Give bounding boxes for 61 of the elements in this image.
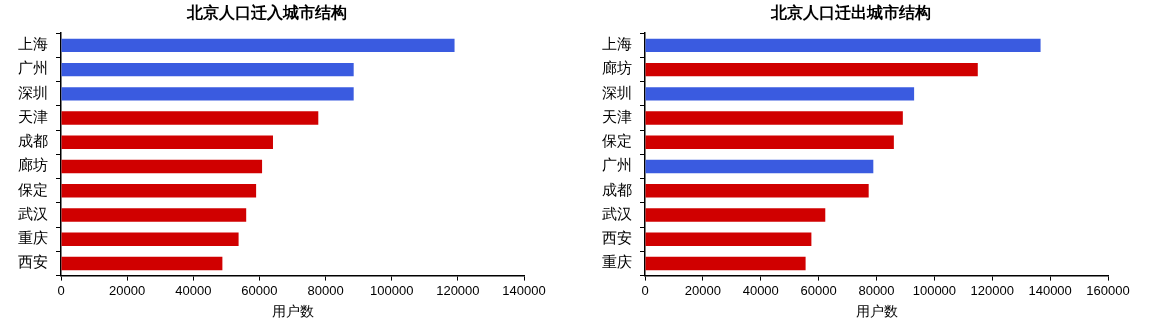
bar <box>645 256 806 271</box>
y-tick-label: 廊坊 <box>602 60 632 77</box>
bar <box>645 87 915 101</box>
chart-title: 北京人口迁出城市结构 <box>770 3 931 21</box>
x-tick-label: 0 <box>641 282 649 298</box>
y-tick-label: 重庆 <box>602 254 632 271</box>
y-tick-label: 天津 <box>18 108 48 125</box>
x-tick-label: 120000 <box>436 282 480 298</box>
y-tick-label: 深圳 <box>602 84 632 101</box>
x-tick-label: 120000 <box>970 282 1014 298</box>
bar <box>645 208 826 222</box>
bar <box>645 111 903 125</box>
bar <box>645 62 978 77</box>
y-tick-label: 成都 <box>18 133 48 150</box>
bar <box>61 87 354 101</box>
x-tick-label: 100000 <box>912 282 957 298</box>
x-tick-label: 140000 <box>502 282 546 298</box>
bar <box>61 184 257 198</box>
x-tick-label: 60000 <box>800 282 837 298</box>
y-tick-label: 成都 <box>602 181 632 198</box>
y-tick-label: 武汉 <box>602 205 632 222</box>
y-tick-label: 廊坊 <box>18 157 48 174</box>
x-tick-label: 40000 <box>175 282 212 298</box>
bar <box>61 256 223 271</box>
y-tick-label: 上海 <box>602 36 632 53</box>
x-tick-label: 40000 <box>742 282 779 298</box>
y-tick-label: 深圳 <box>18 84 48 101</box>
y-tick-label: 广州 <box>602 157 632 174</box>
bar <box>61 208 247 222</box>
y-tick-label: 保定 <box>602 133 632 150</box>
y-tick-label: 保定 <box>18 181 48 198</box>
x-tick-label: 80000 <box>307 282 344 298</box>
bar <box>645 159 874 174</box>
bar <box>61 232 239 246</box>
x-tick-label: 60000 <box>241 282 278 298</box>
x-axis-title: 用户数 <box>855 304 898 320</box>
x-tick-label: 0 <box>57 282 65 298</box>
y-tick-label: 西安 <box>18 254 48 271</box>
x-tick-label: 160000 <box>1086 282 1130 298</box>
y-tick-label: 西安 <box>602 230 632 247</box>
y-tick-label: 广州 <box>18 60 48 77</box>
x-tick-label: 20000 <box>684 282 721 298</box>
x-tick-label: 20000 <box>109 282 146 298</box>
bar <box>645 38 1041 52</box>
x-axis-title: 用户数 <box>271 304 314 320</box>
bar <box>61 159 263 174</box>
x-tick-label: 100000 <box>370 282 414 298</box>
bar <box>61 135 273 149</box>
bar <box>645 184 869 198</box>
bar <box>61 38 455 52</box>
bar <box>645 135 894 149</box>
y-tick-label: 武汉 <box>18 205 48 222</box>
bar <box>61 111 319 125</box>
bar <box>645 232 812 246</box>
bar <box>61 62 354 77</box>
x-tick-label: 140000 <box>1028 282 1072 298</box>
y-tick-label: 重庆 <box>18 230 48 247</box>
y-tick-label: 上海 <box>18 36 48 53</box>
x-tick-label: 80000 <box>858 282 895 298</box>
chart-title: 北京人口迁入城市结构 <box>186 3 347 21</box>
y-tick-label: 天津 <box>602 108 632 125</box>
